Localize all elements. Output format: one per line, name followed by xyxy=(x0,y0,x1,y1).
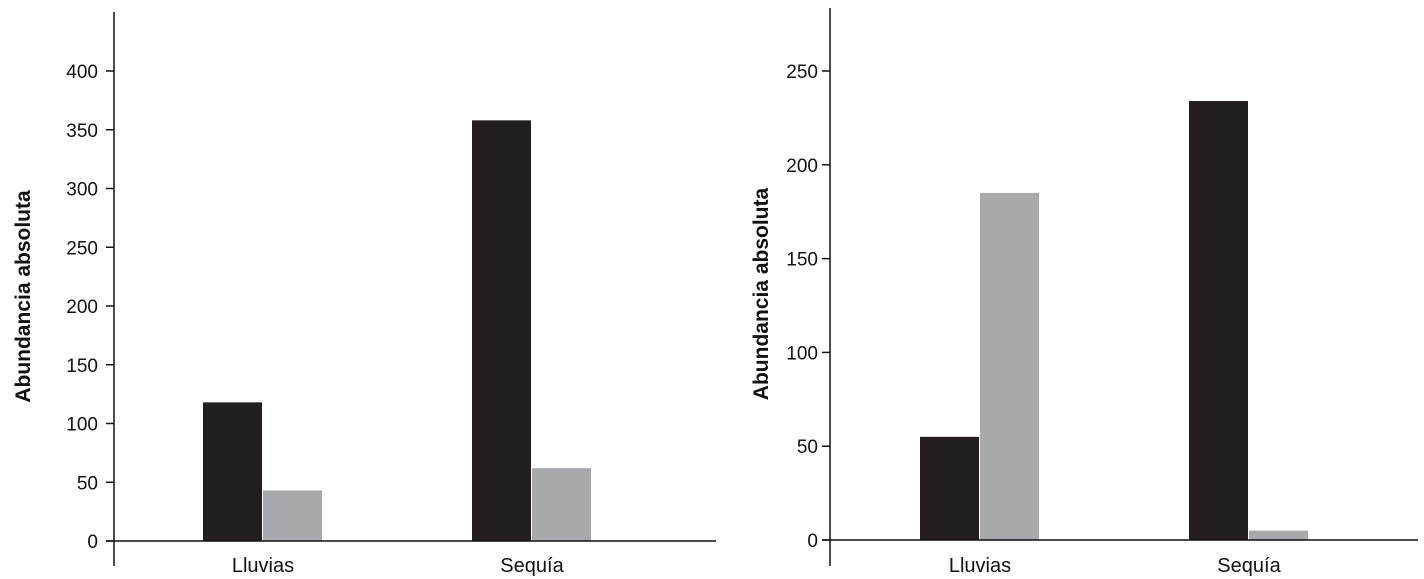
bar-lluvias-series-1 xyxy=(920,436,979,540)
y-tick-label: 0 xyxy=(87,532,98,553)
y-tick-label: 400 xyxy=(66,62,98,83)
y-tick-label: 100 xyxy=(786,343,818,364)
bar-sequa-series-2 xyxy=(532,468,591,541)
bar-sequa-series-1 xyxy=(1189,101,1248,541)
bar-lluvias-series-2 xyxy=(263,490,322,541)
x-category-label: Sequía xyxy=(1217,555,1281,577)
x-category-label: Lluvias xyxy=(232,555,294,577)
x-category-label: Lluvias xyxy=(949,555,1011,577)
y-tick-label: 150 xyxy=(66,356,98,377)
bar-lluvias-series-2 xyxy=(980,192,1039,540)
y-tick-label: 200 xyxy=(786,156,818,177)
y-tick-label: 250 xyxy=(786,62,818,83)
y-tick-label: 0 xyxy=(807,531,818,552)
y-tick-label: 300 xyxy=(66,180,98,201)
x-category-label: Sequía xyxy=(500,555,564,577)
y-tick-label: 50 xyxy=(797,437,818,458)
right-bar-chart: 0 50 100 150 200 250 Lluvias Sequía Abundancia a… xyxy=(750,8,1418,577)
y-tick-label: 150 xyxy=(786,250,818,271)
y-axis-title: Abundancia absoluta xyxy=(12,190,35,403)
y-tick-label: 350 xyxy=(66,121,98,142)
left-bar-chart: 0 50 100 150 200 250 300 350 400 Lluvias Sequía Abu… xyxy=(12,12,716,577)
y-axis-title: Abundancia absoluta xyxy=(750,188,773,401)
y-tick-label: 200 xyxy=(66,297,98,318)
y-tick-label: 100 xyxy=(66,415,98,436)
y-tick-label: 250 xyxy=(66,238,98,259)
bar-lluvias-series-1 xyxy=(203,402,262,541)
bar-sequa-series-2 xyxy=(1249,530,1308,540)
y-tick-label: 50 xyxy=(77,473,98,494)
bar-sequa-series-1 xyxy=(472,120,531,541)
